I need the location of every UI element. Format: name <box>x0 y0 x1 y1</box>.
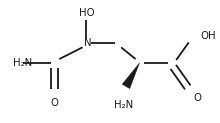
Text: HO: HO <box>79 8 94 18</box>
Polygon shape <box>122 63 139 89</box>
Text: O: O <box>51 98 59 108</box>
Text: OH: OH <box>200 31 216 41</box>
Text: H₂N: H₂N <box>13 58 32 68</box>
Text: O: O <box>194 93 202 103</box>
Text: N: N <box>84 38 91 48</box>
Text: H₂N: H₂N <box>114 100 134 110</box>
